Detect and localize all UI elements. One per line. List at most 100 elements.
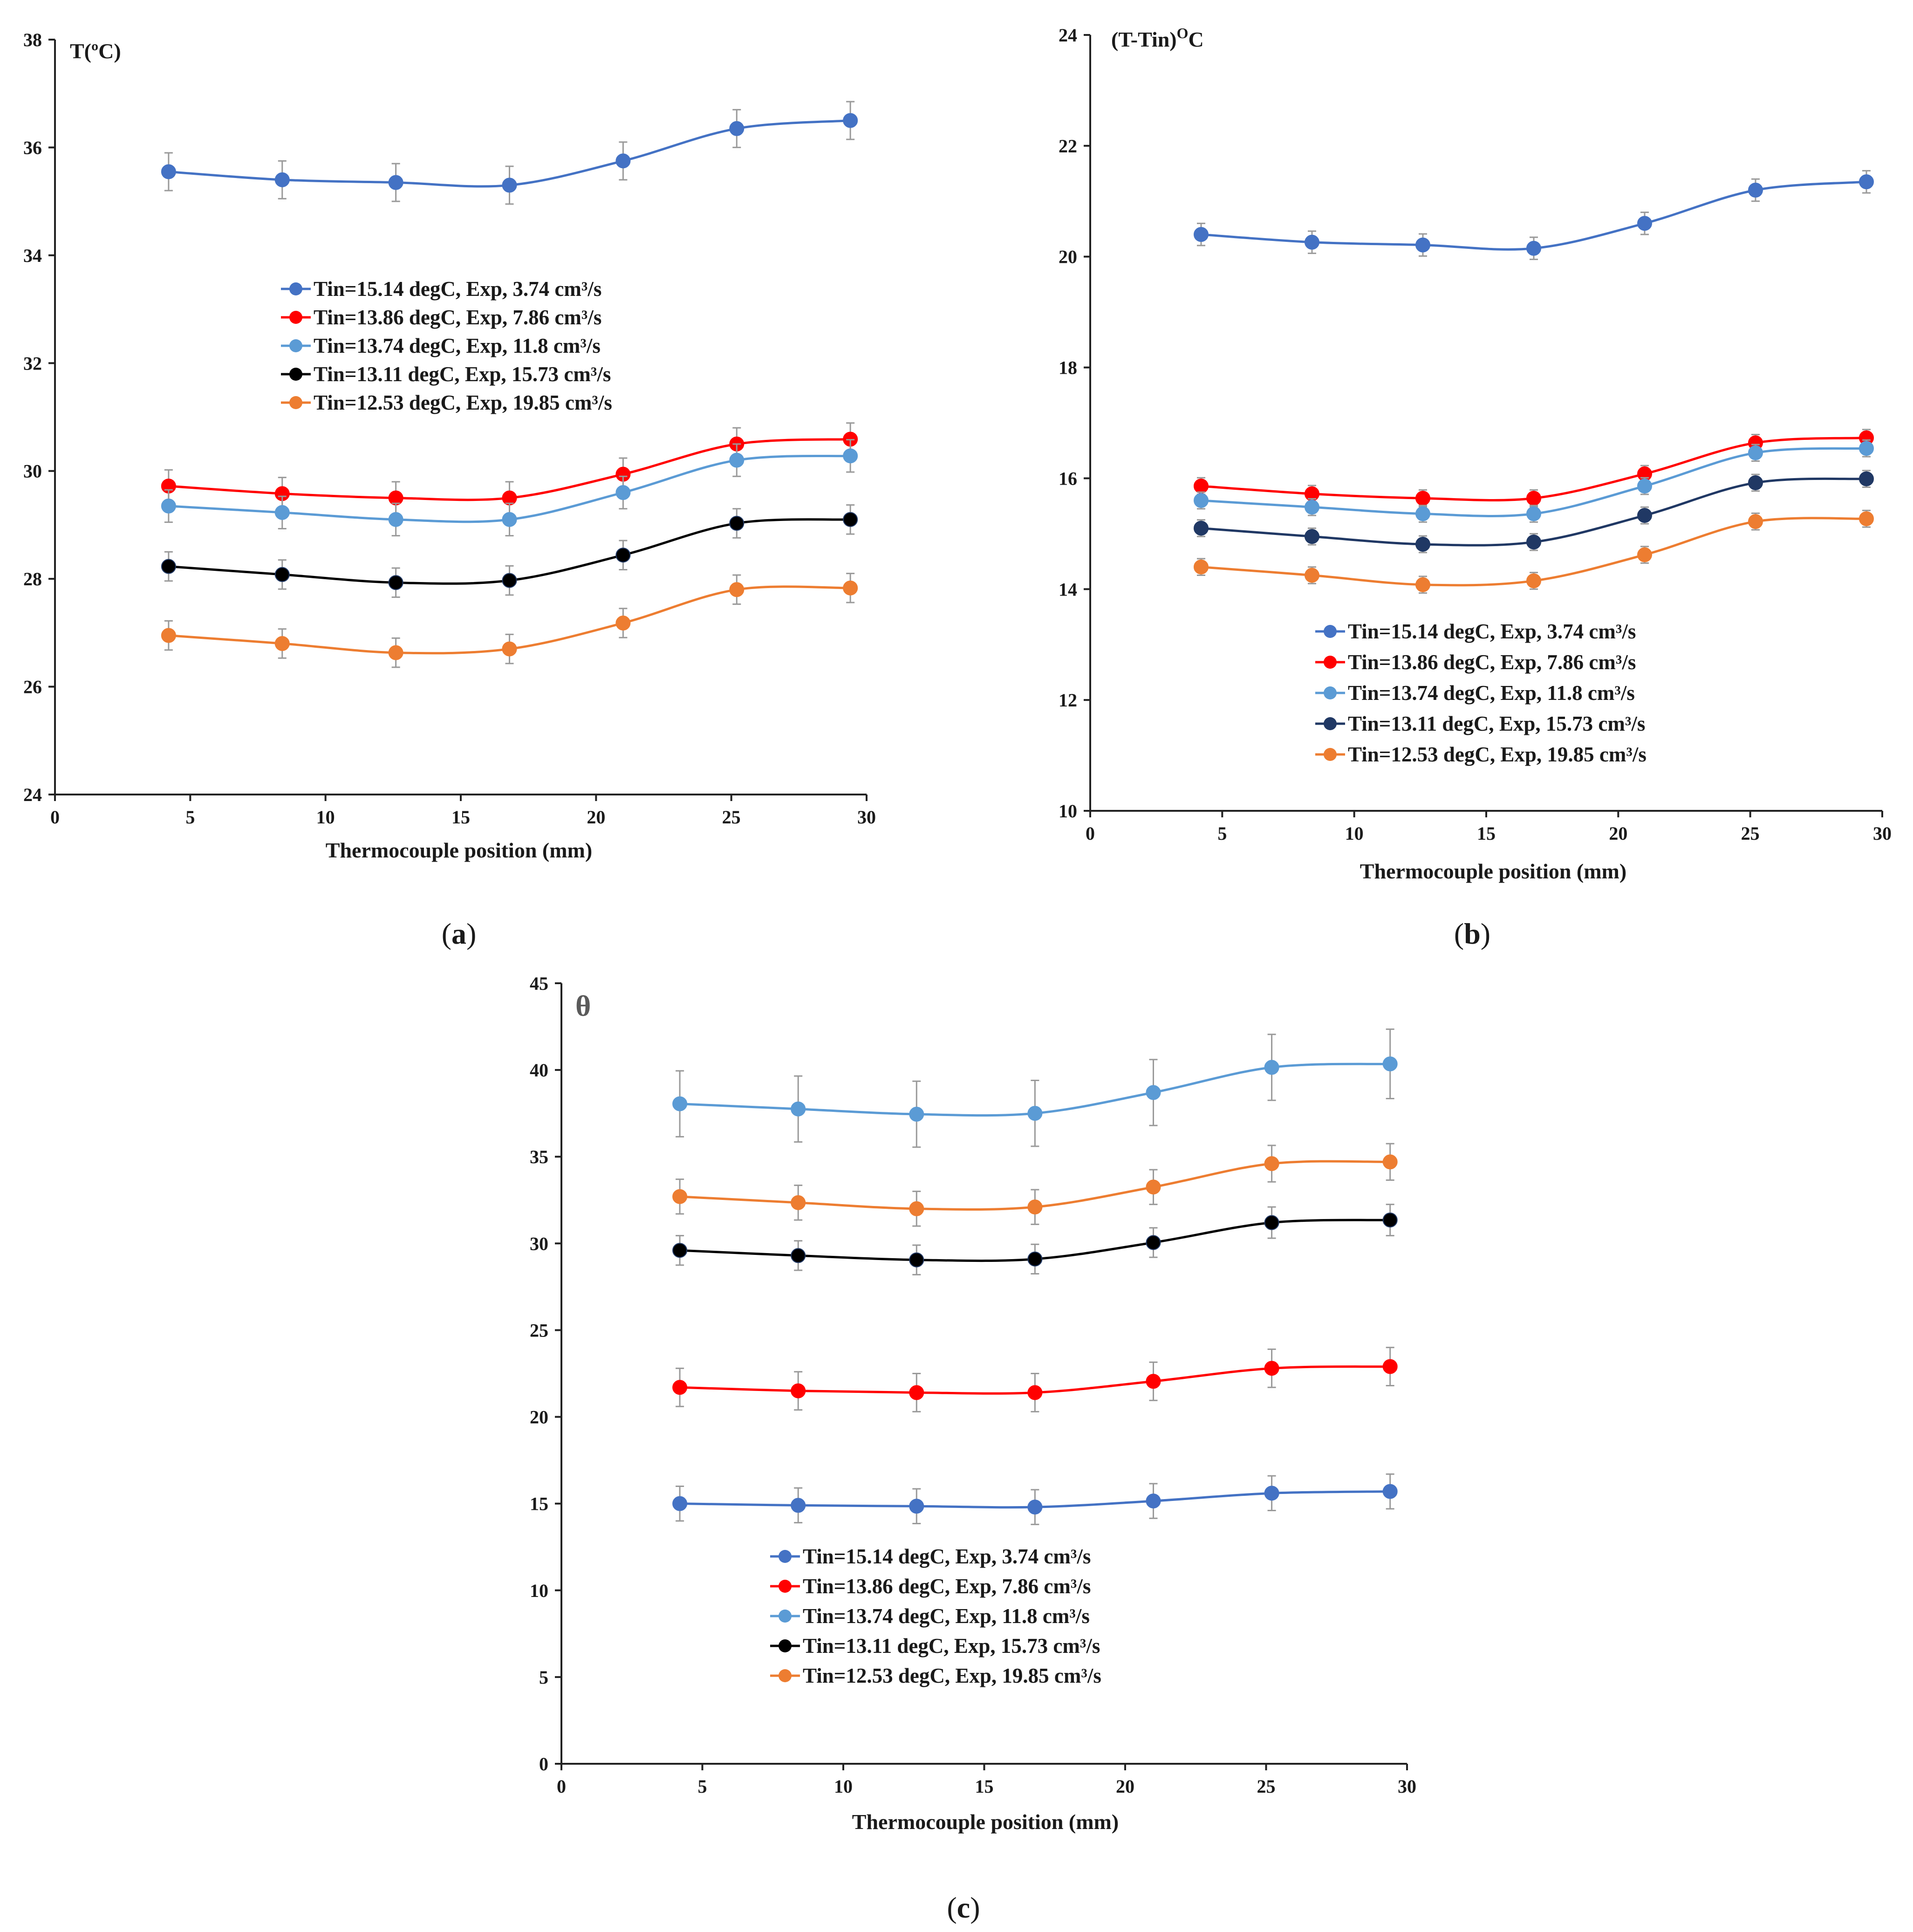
data-point xyxy=(1027,1500,1043,1515)
data-point xyxy=(1526,534,1541,550)
data-point xyxy=(1264,1060,1279,1075)
data-point xyxy=(1194,521,1209,536)
y-tick-label: 25 xyxy=(530,1320,548,1341)
data-point xyxy=(1748,183,1763,198)
data-point xyxy=(1415,536,1430,552)
data-point xyxy=(672,1380,688,1395)
x-tick-label: 20 xyxy=(1609,823,1627,844)
data-point xyxy=(274,636,290,651)
series-3 xyxy=(161,439,858,537)
legend-label: Tin=13.11 degC, Exp, 15.73 cm³/s xyxy=(803,1634,1100,1658)
data-point xyxy=(161,559,176,574)
data-point xyxy=(274,505,290,520)
legend-marker xyxy=(1324,656,1337,669)
y-tick-label: 26 xyxy=(23,677,42,698)
legend-entry-4: Tin=13.11 degC, Exp, 15.73 cm³/s xyxy=(770,1634,1100,1658)
legend-entry-2: Tin=13.86 degC, Exp, 7.86 cm³/s xyxy=(770,1575,1091,1598)
y-tick-label: 20 xyxy=(1059,247,1077,267)
legend-entry-2: Tin=13.86 degC, Exp, 7.86 cm³/s xyxy=(281,306,601,329)
data-point xyxy=(791,1498,806,1513)
data-point xyxy=(1194,227,1209,242)
y-tick-label: 12 xyxy=(1059,690,1077,711)
panel-a-series xyxy=(161,101,858,668)
data-point xyxy=(729,582,745,597)
x-tick-label: 0 xyxy=(557,1776,566,1797)
legend-label: Tin=15.14 degC, Exp, 3.74 cm³/s xyxy=(1348,620,1636,643)
legend-marker xyxy=(289,282,302,295)
data-point xyxy=(909,1201,924,1216)
legend-marker xyxy=(779,1610,792,1623)
data-point xyxy=(161,498,176,514)
data-point xyxy=(1859,441,1874,456)
legend-entry-3: Tin=13.74 degC, Exp, 11.8 cm³/s xyxy=(770,1604,1090,1628)
x-tick-label: 15 xyxy=(1477,823,1496,844)
x-tick-label: 30 xyxy=(857,807,876,828)
legend-label: Tin=13.86 degC, Exp, 7.86 cm³/s xyxy=(803,1575,1091,1598)
data-point xyxy=(1194,559,1209,575)
data-point xyxy=(1264,1486,1279,1501)
panel-c-y-unit-label: θ xyxy=(575,989,591,1022)
data-point xyxy=(161,164,176,179)
data-point xyxy=(909,1385,924,1400)
data-point xyxy=(1027,1251,1043,1267)
panel-a-x-axis-label: Thermocouple position (mm) xyxy=(326,838,592,862)
series-5 xyxy=(161,573,858,668)
legend-marker xyxy=(779,1550,792,1563)
x-tick-label: 25 xyxy=(722,807,741,828)
legend-entry-2: Tin=13.86 degC, Exp, 7.86 cm³/s xyxy=(1315,651,1636,674)
data-point xyxy=(672,1496,688,1511)
data-point xyxy=(909,1107,924,1122)
series-4 xyxy=(1194,470,1874,554)
data-point xyxy=(1526,491,1541,506)
y-tick-label: 0 xyxy=(539,1754,548,1774)
panel-b-ticks: 10 12 14 16 18 20 22 24 0 5 10 15 20 25 30 xyxy=(1059,25,1892,844)
data-point xyxy=(1382,1359,1398,1374)
panel-a-caption: (a) xyxy=(442,917,477,950)
y-tick-label: 40 xyxy=(530,1060,548,1081)
series-1 xyxy=(672,1473,1398,1525)
x-tick-label: 25 xyxy=(1741,823,1760,844)
data-point xyxy=(502,641,517,657)
legend-entry-4: Tin=13.11 degC, Exp, 15.73 cm³/s xyxy=(281,363,611,386)
data-point xyxy=(672,1243,688,1258)
y-tick-label: 18 xyxy=(1059,357,1077,378)
legend-marker xyxy=(1324,717,1337,730)
series-2 xyxy=(672,1347,1398,1412)
data-point xyxy=(1382,1056,1398,1072)
panel-b-caption-letter: b xyxy=(1464,917,1481,950)
y-tick-label: 38 xyxy=(23,29,42,50)
data-point xyxy=(274,172,290,187)
data-point xyxy=(274,567,290,582)
y-tick-label: 36 xyxy=(23,137,42,158)
data-point xyxy=(1194,479,1209,494)
panel-b-x-axis-label: Thermocouple position (mm) xyxy=(1360,859,1626,883)
panel-b-series xyxy=(1194,170,1874,594)
y-tick-label: 16 xyxy=(1059,468,1077,489)
panel-a-y-unit-label: T(ºC) xyxy=(70,39,121,63)
panel-c: 0 5 10 15 20 25 30 35 40 45 0 5 10 15 20 25 30 θ Thermoc… xyxy=(530,973,1416,1924)
series-4 xyxy=(672,1204,1398,1275)
data-point xyxy=(1146,1085,1161,1100)
panel-a: 24 26 28 30 32 34 36 38 0 5 10 15 20 25 30 T(ºC) Therm… xyxy=(23,29,876,950)
y-tick-label: 30 xyxy=(530,1233,548,1254)
data-point xyxy=(1415,506,1430,521)
data-point xyxy=(1194,493,1209,508)
legend-marker xyxy=(289,339,302,352)
data-point xyxy=(1526,240,1541,256)
x-tick-label: 30 xyxy=(1873,823,1892,844)
data-point xyxy=(1526,506,1541,521)
panel-b: 10 12 14 16 18 20 22 24 0 5 10 15 20 25 30 (T-Tin)OC T… xyxy=(1059,25,1892,950)
data-point xyxy=(1526,573,1541,589)
data-point xyxy=(909,1499,924,1514)
data-point xyxy=(1637,216,1652,231)
data-point xyxy=(502,573,517,588)
data-point xyxy=(1859,471,1874,486)
data-point xyxy=(1859,511,1874,527)
panel-b-y-unit-label: (T-Tin)OC xyxy=(1111,25,1204,51)
data-point xyxy=(1305,568,1319,583)
data-point xyxy=(1264,1215,1279,1230)
x-tick-label: 0 xyxy=(50,807,60,828)
legend-entry-5: Tin=12.53 degC, Exp, 19.85 cm³/s xyxy=(770,1664,1101,1687)
legend-entry-4: Tin=13.11 degC, Exp, 15.73 cm³/s xyxy=(1315,712,1645,735)
